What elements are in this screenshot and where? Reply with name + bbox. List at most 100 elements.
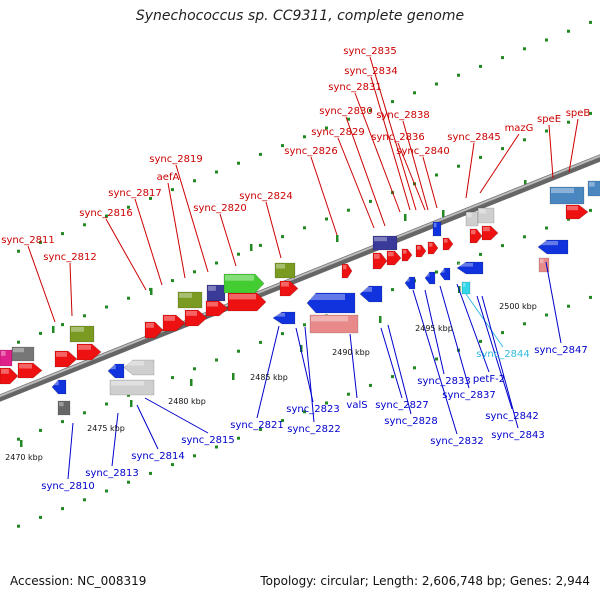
major-tick: [336, 235, 339, 242]
reverse-tick: [39, 428, 42, 432]
outer-tick: [501, 56, 504, 60]
reverse-gene: [359, 285, 383, 303]
leader-line: [144, 397, 209, 434]
leader-line: [397, 142, 426, 211]
gene-shine: [444, 239, 448, 243]
leader-line: [412, 289, 458, 435]
inner-tick: [435, 357, 438, 361]
reverse-gene: [538, 257, 550, 273]
gene-shine: [78, 345, 91, 350]
inner-tick: [149, 471, 152, 475]
gene-shape: [57, 400, 71, 416]
gene-shine: [479, 209, 486, 214]
gene-shape: [51, 379, 67, 395]
leader-line: [545, 261, 562, 344]
major-tick: [130, 400, 133, 407]
gene-shape: [404, 276, 416, 290]
forward-tick: [215, 261, 218, 265]
reverse-gene: [272, 311, 296, 325]
forward-tick: [17, 340, 20, 344]
gene-shine: [388, 252, 394, 257]
reverse-gene-label: sync_2844: [476, 349, 529, 360]
gene-shine: [125, 361, 144, 366]
genome-summary: Topology: circular; Length: 2,606,748 bp…: [260, 574, 590, 588]
outer-tick: [61, 232, 64, 236]
gene-shape: [549, 186, 585, 205]
reverse-gene: [51, 379, 67, 395]
inner-tick: [17, 524, 20, 528]
gene-shape: [537, 239, 569, 255]
forward-gene-label: sync_2812: [43, 252, 96, 263]
forward-tick: [501, 147, 504, 151]
inner-tick: [391, 375, 394, 379]
reverse-gene: [456, 261, 484, 275]
leader-line: [27, 245, 56, 323]
outer-tick: [413, 91, 416, 95]
outer-tick: [127, 205, 130, 209]
forward-tick: [61, 323, 64, 327]
forward-tick: [457, 164, 460, 168]
leader-line: [111, 412, 119, 467]
leader-line: [439, 285, 470, 389]
forward-gene: [432, 221, 442, 237]
gene-shine: [311, 316, 348, 322]
major-tick: [20, 440, 23, 447]
gene-shine: [1, 351, 6, 356]
forward-tick: [347, 208, 350, 212]
forward-gene: [565, 204, 589, 220]
outer-tick: [391, 100, 394, 104]
gene-shine: [71, 327, 84, 332]
outer-tick: [325, 126, 328, 130]
forward-tick: [435, 173, 438, 177]
leader-line: [256, 325, 280, 419]
gene-shape: [372, 235, 398, 251]
scale-label: 2500 kbp: [499, 302, 537, 311]
gene-shape: [0, 367, 19, 385]
gene-shine: [281, 282, 289, 287]
reverse-gene-label: sync_2843: [491, 430, 544, 441]
reverse-gene: [404, 276, 416, 290]
reverse-gene: [309, 314, 359, 334]
gene-shape: [477, 207, 495, 224]
inner-tick: [193, 454, 196, 458]
forward-gene: [54, 350, 78, 368]
forward-gene-label: sync_2836: [371, 132, 424, 143]
forward-gene-label: sync_2824: [239, 191, 292, 202]
gene-shape: [206, 284, 226, 302]
forward-gene-label: speE: [537, 114, 561, 125]
inner-tick: [523, 322, 526, 326]
inner-tick: [501, 331, 504, 335]
gene-shape: [223, 273, 265, 294]
leader-line: [134, 198, 163, 286]
gene-shape: [442, 237, 454, 251]
gene-shine: [441, 269, 445, 273]
forward-gene-label: speB: [566, 108, 591, 119]
reverse-gene-label: sync_2847: [534, 345, 587, 356]
forward-tick: [567, 120, 570, 124]
inner-tick: [589, 295, 592, 299]
reverse-gene-label: sync_2814: [131, 451, 184, 462]
reverse-gene-label: petF-2: [473, 374, 505, 385]
reverse-gene-label: sync_2822: [287, 424, 340, 435]
leader-line: [568, 118, 579, 173]
inner-tick: [105, 489, 108, 493]
inner-tick: [215, 445, 218, 449]
gene-shine: [426, 273, 430, 277]
inner-tick: [567, 304, 570, 308]
gene-shine: [434, 223, 437, 228]
gene-shape: [401, 248, 413, 262]
gene-shine: [59, 402, 64, 407]
gene-shape: [427, 241, 439, 255]
outer-tick: [17, 249, 20, 253]
gene-shine: [207, 302, 218, 307]
forward-gene-label: sync_2826: [284, 146, 337, 157]
forward-tick: [303, 226, 306, 230]
forward-gene: [274, 262, 296, 279]
forward-gene: [372, 252, 388, 270]
forward-gene: [386, 250, 402, 266]
reverse-tick: [391, 288, 394, 292]
forward-gene: [401, 248, 413, 262]
gene-shine: [429, 243, 433, 247]
reverse-gene: [537, 239, 569, 255]
gene-shape: [587, 180, 600, 197]
